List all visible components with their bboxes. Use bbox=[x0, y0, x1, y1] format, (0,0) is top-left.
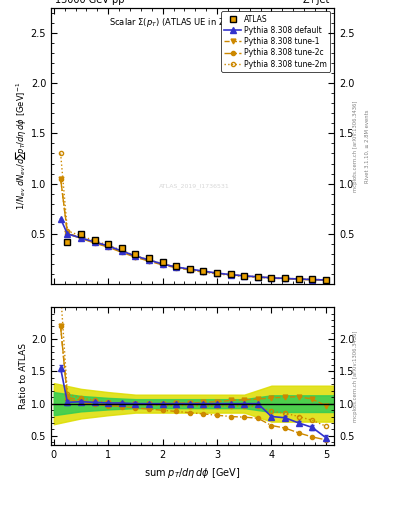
Text: Scalar $\Sigma(p_T)$ (ATLAS UE in Z production): Scalar $\Sigma(p_T)$ (ATLAS UE in Z prod… bbox=[109, 16, 276, 29]
X-axis label: sum $p_T/d\eta\,d\phi$ [GeV]: sum $p_T/d\eta\,d\phi$ [GeV] bbox=[144, 466, 241, 480]
Text: Z+Jet: Z+Jet bbox=[303, 0, 330, 5]
Y-axis label: Ratio to ATLAS: Ratio to ATLAS bbox=[19, 344, 28, 409]
Y-axis label: $1/N_{ev}$ $dN_{ev}/d\!\sum\!p_T/d\eta\,d\phi$ [GeV]$^{-1}$: $1/N_{ev}$ $dN_{ev}/d\!\sum\!p_T/d\eta\,… bbox=[14, 82, 28, 210]
Legend: ATLAS, Pythia 8.308 default, Pythia 8.308 tune-1, Pythia 8.308 tune-2c, Pythia 8: ATLAS, Pythia 8.308 default, Pythia 8.30… bbox=[221, 11, 330, 72]
Text: 13000 GeV pp: 13000 GeV pp bbox=[55, 0, 125, 5]
Text: mcplots.cern.ch [arXiv:1306.3436]: mcplots.cern.ch [arXiv:1306.3436] bbox=[353, 331, 358, 422]
Text: Rivet 3.1.10, ≥ 2.8M events: Rivet 3.1.10, ≥ 2.8M events bbox=[365, 109, 370, 183]
Text: mcplots.cern.ch [arXiv:1306.3436]: mcplots.cern.ch [arXiv:1306.3436] bbox=[353, 100, 358, 191]
Text: ATLAS_2019_I1736531: ATLAS_2019_I1736531 bbox=[159, 183, 230, 189]
